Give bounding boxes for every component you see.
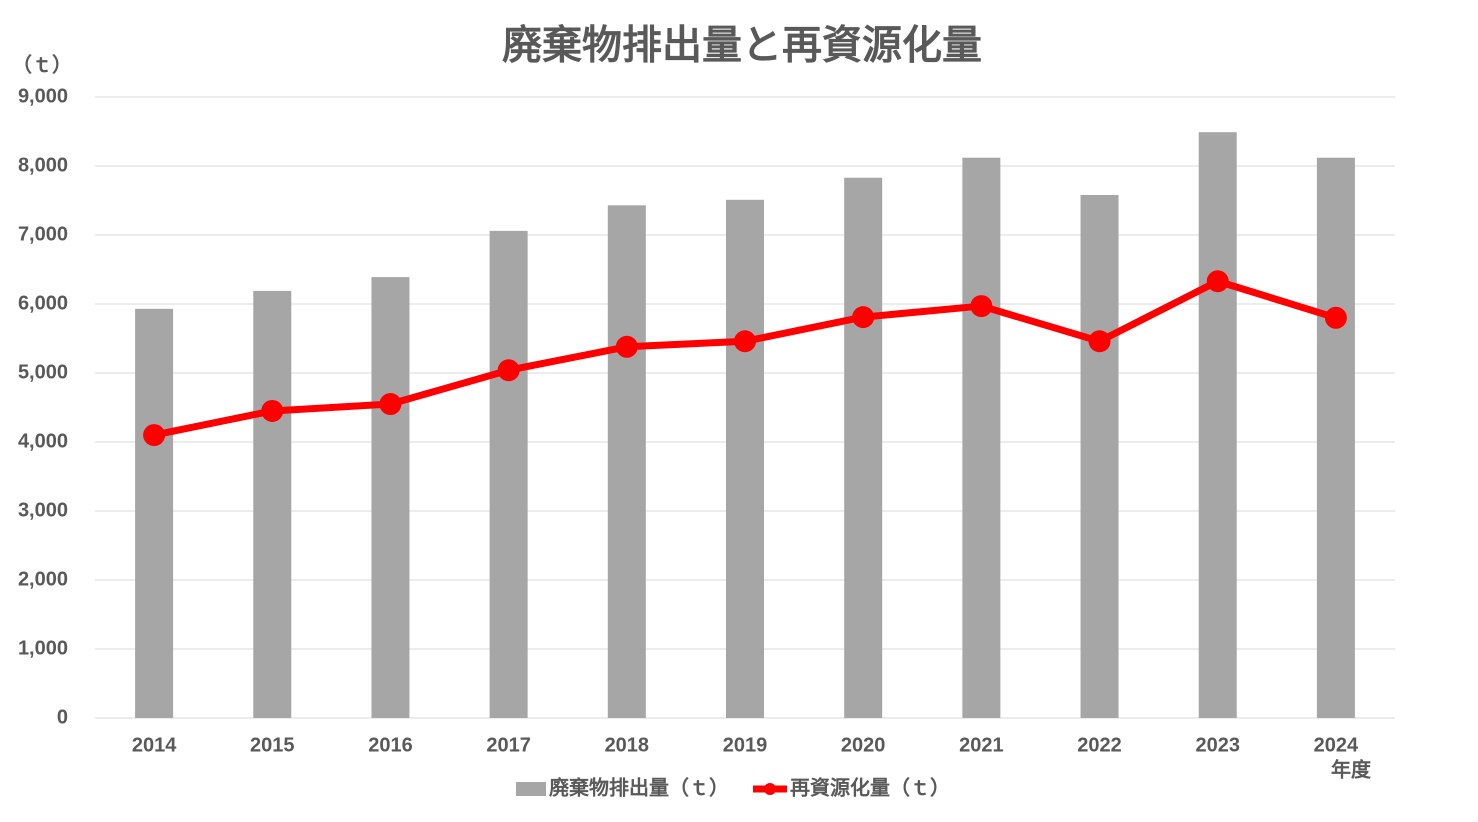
x-tick-label: 2022 [1077, 734, 1122, 756]
y-axis-label: （ｔ） [12, 53, 72, 76]
x-tick-label: 2024 [1314, 734, 1359, 756]
line-marker [261, 399, 284, 422]
y-tick-label: 1,000 [18, 637, 68, 659]
x-tick-label: 2020 [841, 734, 886, 756]
line-marker [143, 424, 166, 447]
legend-swatch [516, 782, 546, 796]
bar [1198, 132, 1237, 718]
bar [1080, 194, 1119, 719]
legend-label: 再資源化量（ｔ） [790, 775, 950, 799]
y-tick-label: 7,000 [18, 223, 68, 245]
line-marker [970, 295, 993, 318]
x-tick-label: 2023 [1195, 734, 1240, 756]
bar [1316, 157, 1355, 719]
line-marker [1088, 330, 1111, 353]
line-marker [852, 306, 875, 329]
x-tick-label: 2021 [959, 734, 1004, 756]
bar [607, 205, 646, 718]
y-tick-label: 4,000 [18, 430, 68, 452]
line-marker [1324, 306, 1347, 329]
x-tick-label: 2014 [132, 734, 177, 756]
x-tick-label: 2016 [368, 734, 413, 756]
line-marker [497, 359, 520, 382]
bar [726, 199, 764, 718]
bar [962, 157, 1001, 719]
y-tick-label: 9,000 [18, 85, 68, 107]
y-tick-label: 0 [57, 706, 68, 728]
y-tick-label: 6,000 [18, 292, 68, 314]
bar [371, 277, 410, 718]
chart-title: 廃棄物排出量と再資源化量 [502, 24, 982, 68]
line-marker [1206, 270, 1229, 293]
y-tick-label: 2,000 [18, 568, 68, 590]
x-tick-label: 2017 [486, 734, 531, 756]
legend-swatch [764, 783, 776, 795]
y-tick-label: 5,000 [18, 361, 68, 383]
x-tick-label: 2015 [250, 734, 295, 756]
bar [253, 290, 292, 718]
x-axis-label: 年度 [1331, 757, 1372, 781]
x-tick-label: 2019 [723, 734, 768, 756]
bar [489, 230, 528, 719]
x-tick-label: 2018 [605, 734, 650, 756]
legend-label: 廃棄物排出量（ｔ） [549, 775, 729, 799]
line-marker [615, 335, 638, 358]
line-marker [734, 330, 756, 353]
bar [135, 308, 174, 718]
y-tick-label: 8,000 [18, 154, 68, 176]
line-marker [379, 393, 402, 416]
y-tick-label: 3,000 [18, 499, 68, 521]
bar [844, 177, 883, 719]
